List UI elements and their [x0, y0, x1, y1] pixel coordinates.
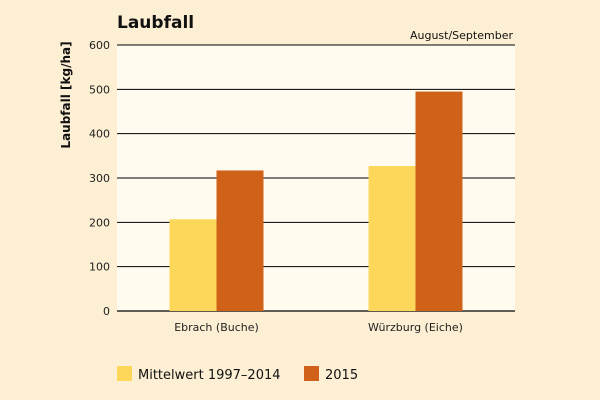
y-tick-label: 600 [89, 39, 110, 52]
bar-y2015-ebrach [216, 170, 264, 311]
y-axis-ticks: 0 100 200 300 400 500 600 [89, 39, 110, 318]
y-tick-label: 300 [89, 172, 110, 185]
bar-mittelwert-wuerzburg [368, 166, 416, 311]
bar-y2015-wuerzburg [415, 91, 463, 311]
y-tick-label: 100 [89, 261, 110, 274]
chart-subtitle: August/September [410, 29, 513, 42]
y-tick-label: 500 [89, 83, 110, 96]
x-tick-label: Ebrach (Buche) [174, 321, 259, 334]
y-tick-label: 200 [89, 216, 110, 229]
bars [169, 91, 463, 311]
legend: Mittelwert 1997–2014 2015 [117, 366, 358, 383]
y-axis-label: Laubfall [kg/ha] [59, 41, 73, 148]
x-axis-ticks: Ebrach (Buche) Würzburg (Eiche) [174, 321, 463, 334]
legend-label: Mittelwert 1997–2014 [138, 368, 281, 383]
y-tick-label: 0 [103, 305, 110, 318]
y-tick-label: 400 [89, 128, 110, 141]
legend-swatch [304, 366, 319, 381]
chart-title: Laubfall [117, 13, 194, 33]
legend-swatch [117, 366, 132, 381]
legend-label: 2015 [325, 368, 358, 383]
x-tick-label: Würzburg (Eiche) [368, 321, 463, 334]
bar-mittelwert-ebrach [169, 219, 217, 311]
